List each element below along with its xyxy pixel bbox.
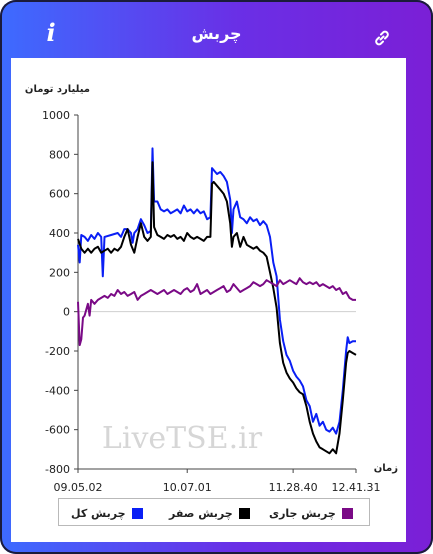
y-tick-label: 0 <box>63 306 70 319</box>
x-tick-label: 10.07.01 <box>163 481 212 494</box>
legend-item-zero[interactable]: چربش صفر <box>169 505 250 521</box>
legend-item-total[interactable]: چربش کل <box>71 505 143 521</box>
y-tick-label: 200 <box>49 266 70 279</box>
page-title: چربش <box>191 24 242 43</box>
series-line-zero <box>77 161 357 455</box>
y-tick-label: -800 <box>45 463 70 476</box>
chart-card <box>11 58 406 542</box>
x-tick-label: 12.41.31 <box>332 481 381 494</box>
x-tick-label: 11.28.40 <box>269 481 318 494</box>
y-tick-label: 400 <box>49 227 70 240</box>
chart-legend: چربش کل چربش صفر چربش جاری <box>58 498 370 526</box>
legend-swatch-zero <box>238 507 250 519</box>
legend-swatch-total <box>131 507 143 519</box>
legend-label-current: چربش جاری <box>269 506 336 520</box>
y-tick-label: -400 <box>45 384 70 397</box>
header-bar: چربش i <box>0 0 433 58</box>
legend-swatch-current <box>341 507 353 519</box>
y-tick-label: 600 <box>49 188 70 201</box>
link-icon[interactable] <box>372 28 392 48</box>
x-tick-label: 09.05.02 <box>54 481 103 494</box>
y-tick-label: -200 <box>45 345 70 358</box>
x-axis-label: زمان <box>374 463 398 474</box>
y-tick-label: 800 <box>49 148 70 161</box>
legend-item-current[interactable]: چربش جاری <box>269 505 353 521</box>
y-axis-label: میلیارد تومان <box>25 84 90 95</box>
legend-label-total: چربش کل <box>71 506 126 520</box>
watermark: LiveTSE.ir <box>102 421 263 456</box>
legend-label-zero: چربش صفر <box>169 506 233 520</box>
y-tick-label: -600 <box>45 424 70 437</box>
y-tick-label: 1000 <box>42 109 70 122</box>
info-icon[interactable]: i <box>46 18 56 47</box>
series-line-current <box>77 277 356 347</box>
